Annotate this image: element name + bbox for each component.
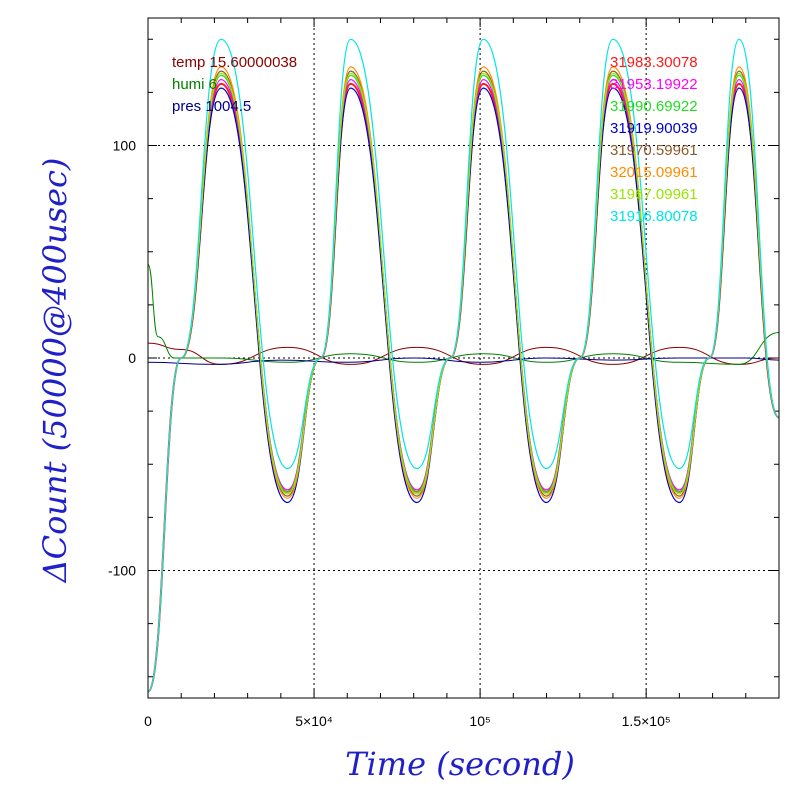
series-legend-entry: 31916.80078 <box>610 208 698 225</box>
series-legend-entry: 31953.19922 <box>610 76 698 93</box>
series-legend-entry: 31919.90039 <box>610 120 698 137</box>
series-legend-entry: 31967.09961 <box>610 186 698 203</box>
series-line <box>147 38 780 693</box>
x-tick-label: 1.5×10⁵ <box>622 713 671 729</box>
series-line <box>147 72 780 693</box>
env-curve-pres <box>147 357 780 365</box>
env-legend: temp 15.60000038 humi 6 pres 1004.5 <box>172 54 297 115</box>
x-tick-label: 0 <box>144 713 152 729</box>
series-legend-entry: 31970.59961 <box>610 142 698 159</box>
series-legend: 31983.30078 31953.19922 31990.69922 31919.9… <box>610 54 698 225</box>
x-axis-title: Time (second) <box>345 745 575 783</box>
tick-labels: 0 5×10⁴ 10⁵ 1.5×10⁵ 100 0 -100 <box>108 138 671 730</box>
x-tick-label: 5×10⁴ <box>295 713 333 729</box>
series-legend-entry: 31983.30078 <box>610 54 698 71</box>
y-tick-label: 100 <box>113 138 137 154</box>
axis-ticks <box>148 18 779 698</box>
series-lines <box>147 38 780 693</box>
y-tick-label: 0 <box>128 350 136 366</box>
env-legend-entry: pres 1004.5 <box>172 98 251 115</box>
plot-frame <box>147 17 780 699</box>
env-curve-humi <box>147 264 780 365</box>
series-legend-entry: 32015.09961 <box>610 164 698 181</box>
y-axis-title: ΔCount (50000@400usec) <box>36 158 74 585</box>
series-legend-entry: 31990.69922 <box>610 98 698 115</box>
y-tick-label: -100 <box>108 563 136 579</box>
env-legend-entry: humi 6 <box>172 76 217 93</box>
env-legend-entry: temp 15.60000038 <box>172 54 297 71</box>
x-tick-label: 10⁵ <box>469 713 490 729</box>
